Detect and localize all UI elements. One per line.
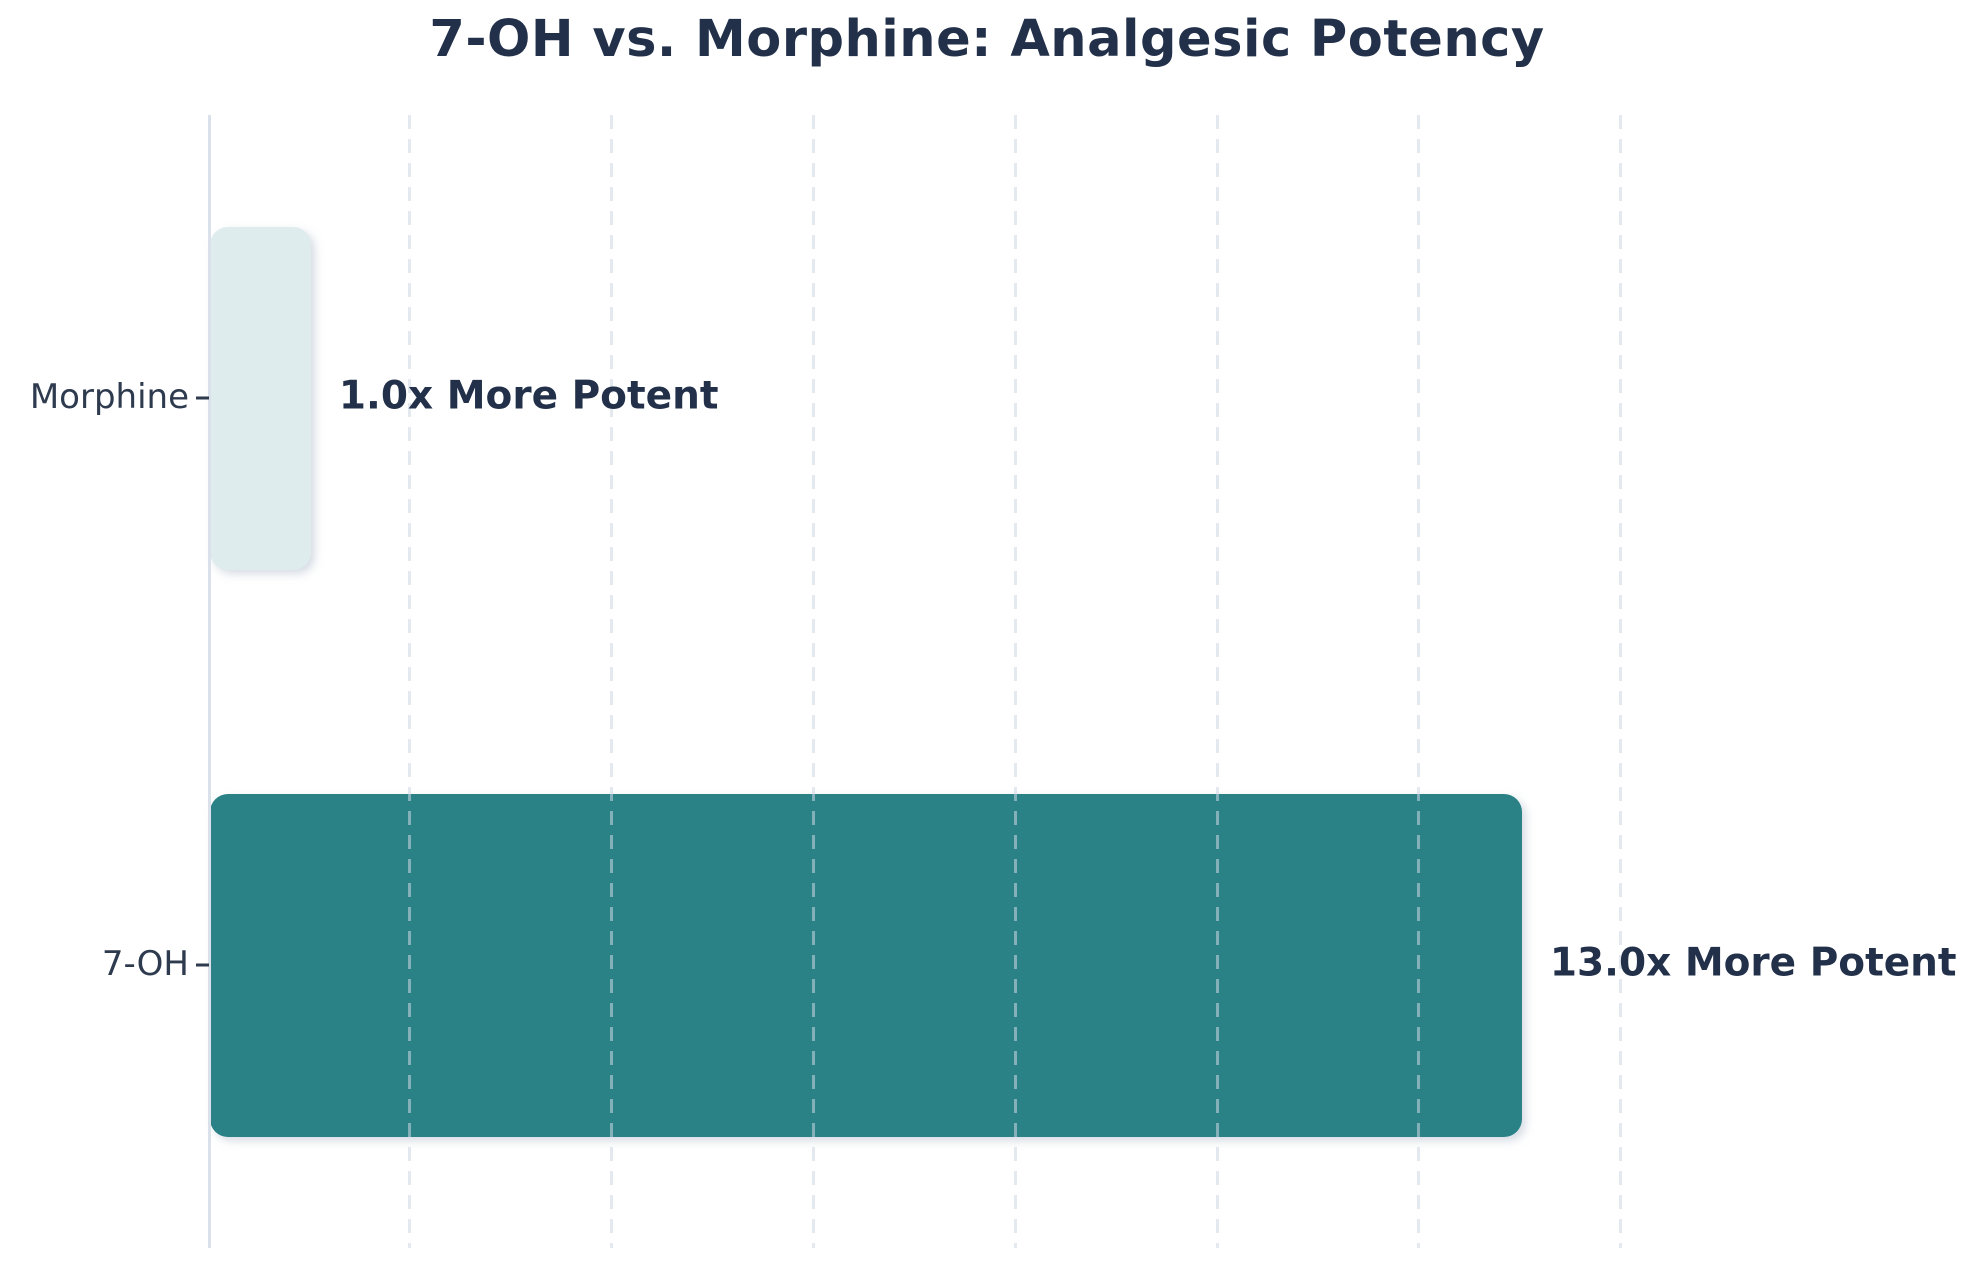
- value-label-morphine: 1.0x More Potent: [338, 373, 719, 419]
- bar-morphine: [210, 227, 311, 570]
- gridline: [1013, 115, 1017, 1248]
- gridline: [1619, 115, 1623, 1248]
- y-axis-line: [208, 115, 211, 1248]
- y-tick-mark-7oh: [196, 963, 209, 967]
- gridline: [610, 115, 614, 1248]
- bar-7oh: [210, 794, 1522, 1137]
- gridline: [1417, 115, 1421, 1248]
- gridline: [408, 115, 412, 1248]
- value-label-7oh: 13.0x More Potent: [1549, 940, 1957, 986]
- gridline: [811, 115, 815, 1248]
- gridline: [1215, 115, 1219, 1248]
- y-tick-label-7oh: 7-OH: [101, 944, 189, 985]
- y-tick-mark-morphine: [196, 396, 209, 400]
- y-tick-label-morphine: Morphine: [29, 377, 189, 418]
- chart-title: 7-OH vs. Morphine: Analgesic Potency: [429, 10, 1545, 69]
